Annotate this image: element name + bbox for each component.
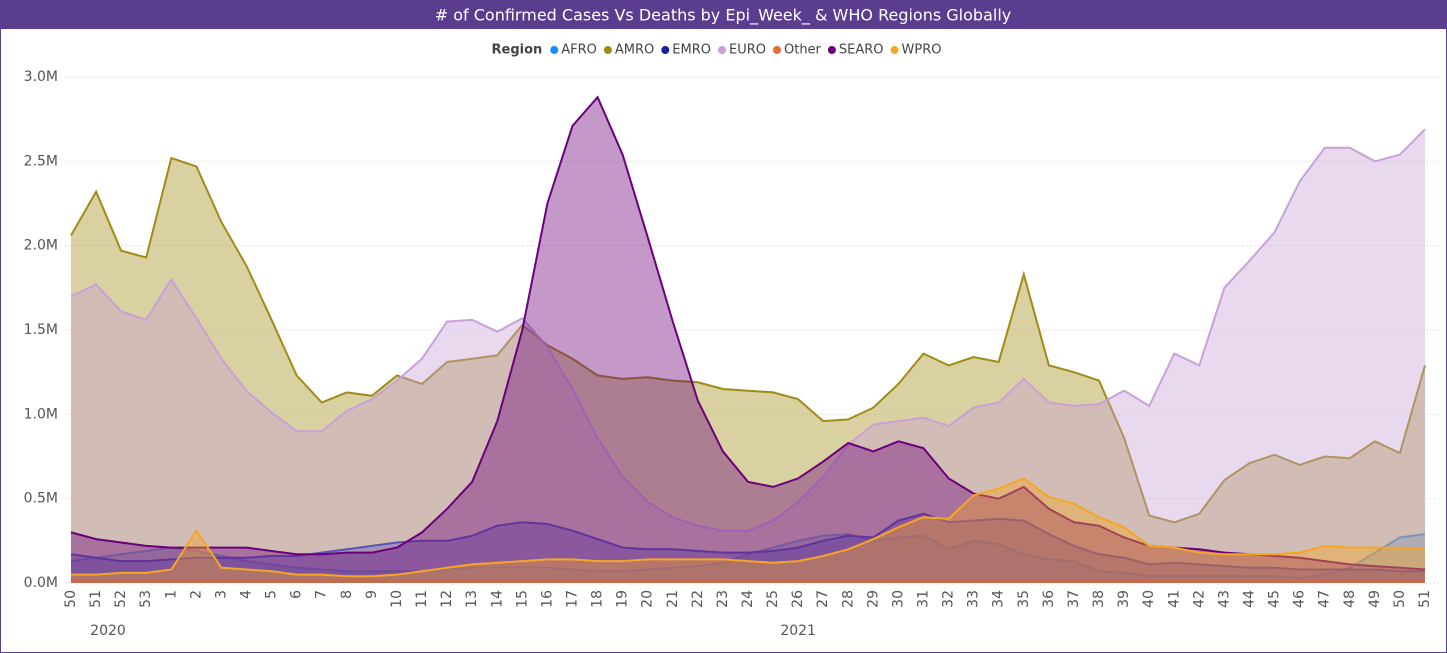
- x-tick-label: 46: [1292, 590, 1308, 608]
- x-tick-label: 19: [615, 590, 631, 608]
- x-tick-label: 4: [239, 590, 255, 599]
- x-tick-label: 17: [564, 590, 580, 608]
- x-tick-label: 48: [1342, 590, 1358, 608]
- x-tick-label: 44: [1241, 590, 1257, 608]
- area: [71, 534, 1425, 583]
- legend-label: EMRO: [672, 43, 711, 58]
- x-tick-label: 18: [590, 590, 606, 608]
- x-tick-label: 50: [63, 590, 79, 608]
- x-tick-label: 41: [1166, 590, 1182, 608]
- x-tick-label: 26: [790, 590, 806, 608]
- x-tick-label: 12: [439, 590, 455, 608]
- x-tick-label: 15: [514, 590, 530, 608]
- x-tick-label: 21: [665, 590, 681, 608]
- year-label: 2020: [90, 623, 126, 639]
- x-tick-label: 11: [414, 590, 430, 608]
- legend-title: Region: [491, 43, 542, 58]
- legend: Region AFRO AMRO EMRO EURO Other SEARO WPRO: [491, 43, 941, 58]
- legend-label: Other: [784, 43, 822, 58]
- x-tick-label: 24: [740, 590, 756, 608]
- legend-marker: [661, 46, 670, 54]
- x-tick-label: 29: [865, 590, 881, 608]
- x-tick-label: 25: [765, 590, 781, 608]
- line: [70, 512, 1425, 573]
- legend-marker: [890, 46, 899, 54]
- x-tick-label: 20: [640, 590, 656, 608]
- legend-label: AFRO: [561, 43, 597, 58]
- chart-title: # of Confirmed Cases Vs Deaths by Epi_We…: [435, 6, 1011, 26]
- x-tick-label: 35: [1016, 590, 1032, 608]
- x-tick-label: 31: [916, 590, 932, 608]
- line: [70, 533, 1426, 579]
- x-tick-label: 51: [88, 590, 104, 608]
- x-tick-label: 34: [991, 590, 1007, 608]
- x-tick-label: 51: [1417, 590, 1433, 608]
- x-tick-label: 42: [1191, 590, 1207, 608]
- legend-marker: [603, 46, 612, 54]
- area: [71, 129, 1425, 584]
- x-tick-label: 16: [539, 590, 555, 608]
- x-tick-label: 32: [941, 590, 957, 608]
- x-tick-label: 27: [815, 590, 831, 608]
- legend-marker: [827, 46, 836, 54]
- line: [70, 95, 1426, 571]
- x-tick-label: 43: [1216, 590, 1232, 608]
- legend-label: WPRO: [902, 43, 942, 58]
- x-tick-label: 52: [113, 590, 129, 608]
- x-tick-label: 2: [188, 590, 204, 599]
- x-tick-label: 9: [364, 590, 380, 599]
- legend-label: EURO: [729, 43, 766, 58]
- y-tick-label: 2.5M: [24, 153, 58, 169]
- y-tick-label: 0.0M: [24, 575, 58, 591]
- area: [71, 513, 1425, 583]
- x-tick-label: 5: [264, 590, 280, 599]
- x-tick-label: 40: [1141, 590, 1157, 608]
- x-tick-label: 53: [138, 590, 154, 608]
- x-tick-label: 14: [489, 590, 505, 608]
- x-tick-label: 36: [1041, 590, 1057, 608]
- x-tick-label: 22: [690, 590, 706, 608]
- x-tick-label: 3: [213, 590, 229, 599]
- year-label: 2021: [780, 623, 816, 639]
- y-tick-label: 1.5M: [24, 322, 58, 338]
- x-tick-label: 45: [1267, 590, 1283, 608]
- y-tick-label: 1.0M: [24, 406, 58, 422]
- y-tick-label: 3.0M: [24, 69, 58, 85]
- area: [71, 478, 1425, 583]
- line: [71, 477, 1426, 578]
- x-tick-label: 39: [1116, 590, 1132, 608]
- x-tick-label: 10: [389, 590, 405, 608]
- x-tick-label: 37: [1066, 590, 1082, 608]
- area: [71, 158, 1425, 583]
- x-tick-label: 1: [163, 590, 179, 599]
- x-tick-label: 7: [314, 590, 330, 599]
- line: [70, 156, 1426, 524]
- x-tick-label: 23: [715, 590, 731, 608]
- y-tick-label: 2.0M: [24, 238, 58, 254]
- legend-marker: [772, 46, 781, 54]
- x-tick-label: 33: [966, 590, 982, 608]
- x-tick-label: 13: [464, 590, 480, 608]
- x-tick-label: 49: [1367, 590, 1383, 608]
- line: [70, 128, 1426, 532]
- legend-label: AMRO: [615, 43, 654, 58]
- area: [71, 97, 1425, 583]
- legend-marker: [550, 46, 559, 54]
- x-tick-label: 30: [890, 590, 906, 608]
- x-tick-label: 8: [339, 590, 355, 599]
- x-tick-label: 50: [1392, 590, 1408, 608]
- x-tick-label: 38: [1091, 590, 1107, 608]
- x-tick-label: 28: [840, 590, 856, 608]
- legend-label: SEARO: [839, 43, 884, 58]
- x-tick-label: 47: [1317, 590, 1333, 608]
- x-tick-label: 6: [289, 590, 305, 599]
- legend-marker: [717, 46, 726, 54]
- title-bar: [0, 0, 1447, 29]
- y-tick-label: 0.5M: [24, 491, 58, 507]
